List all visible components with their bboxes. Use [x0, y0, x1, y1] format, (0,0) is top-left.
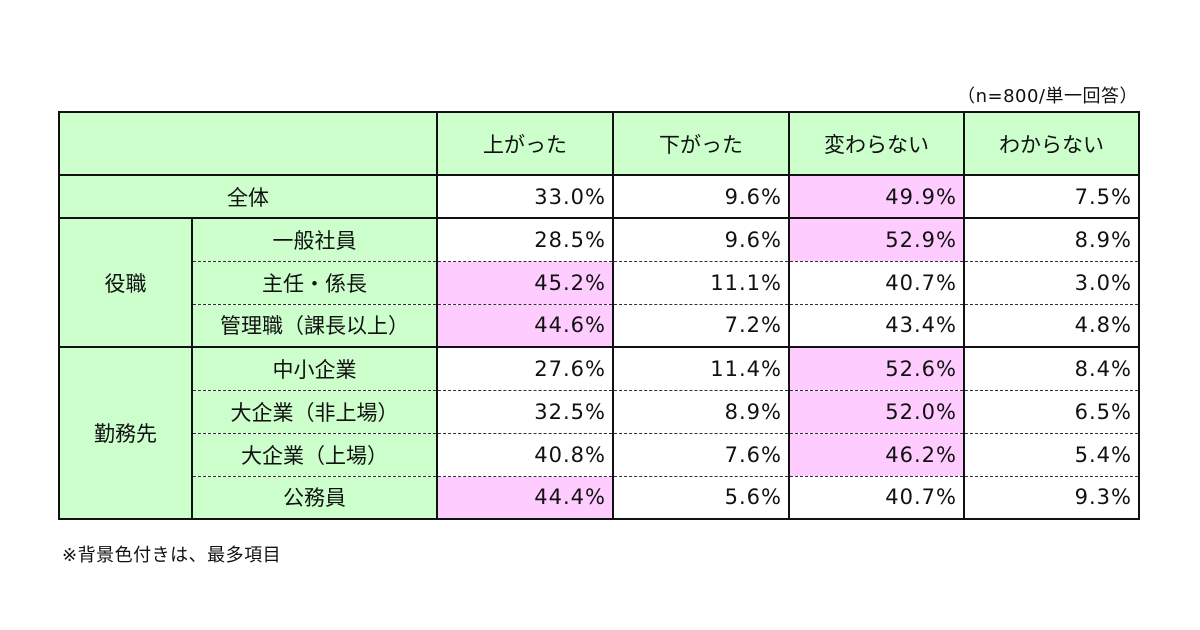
value-cell-highlighted: 49.9%	[788, 175, 965, 219]
table-row: 主任・係長 45.2% 11.1% 40.7% 3.0%	[59, 261, 1140, 305]
value-cell: 9.6%	[612, 218, 790, 262]
row-label: 公務員	[191, 476, 438, 520]
table-row: 全体 33.0% 9.6% 49.9% 7.5%	[58, 175, 1140, 219]
value-cell-highlighted: 52.6%	[788, 347, 965, 391]
header-corner	[58, 111, 438, 176]
value-cell: 43.4%	[788, 304, 965, 348]
value-cell: 5.4%	[963, 433, 1140, 477]
column-header: わからない	[963, 111, 1140, 176]
table-row: 管理職（課長以上） 44.6% 7.2% 43.4% 4.8%	[59, 304, 1140, 348]
table-row: 役職 一般社員 28.5% 9.6% 52.9% 8.9%	[58, 218, 1140, 348]
survey-results-table: 上がった 下がった 変わらない わからない 全体 33.0% 9.6% 49.9% 7.…	[58, 111, 1140, 520]
row-label: 中小企業	[191, 347, 438, 391]
value-cell: 7.2%	[612, 304, 790, 348]
column-header: 上がった	[436, 111, 614, 176]
value-cell: 40.7%	[788, 476, 965, 520]
value-cell-highlighted: 52.9%	[788, 218, 965, 262]
row-label: 全体	[58, 175, 438, 219]
value-cell: 33.0%	[436, 175, 614, 219]
value-cell-highlighted: 44.4%	[436, 476, 614, 520]
row-label: 管理職（課長以上）	[191, 304, 438, 348]
value-cell-highlighted: 45.2%	[436, 261, 614, 305]
value-cell: 6.5%	[963, 390, 1140, 434]
row-group-label: 役職	[58, 218, 193, 348]
value-cell-highlighted: 52.0%	[788, 390, 965, 434]
row-label: 大企業（非上場）	[191, 390, 438, 434]
value-cell: 40.8%	[436, 433, 614, 477]
value-cell: 8.9%	[963, 218, 1140, 262]
row-label: 一般社員	[191, 218, 438, 262]
row-group-label: 勤務先	[58, 347, 193, 520]
value-cell: 11.1%	[612, 261, 790, 305]
value-cell: 8.9%	[612, 390, 790, 434]
table-row: 大企業（非上場） 32.5% 8.9% 52.0% 6.5%	[59, 390, 1140, 434]
column-header: 下がった	[612, 111, 790, 176]
table-row: 公務員 44.4% 5.6% 40.7% 9.3%	[59, 476, 1140, 520]
row-label: 大企業（上場）	[191, 433, 438, 477]
value-cell: 9.3%	[963, 476, 1140, 520]
value-cell: 5.6%	[612, 476, 790, 520]
value-cell: 7.5%	[963, 175, 1140, 219]
value-cell-highlighted: 46.2%	[788, 433, 965, 477]
table-row: 勤務先 中小企業 27.6% 11.4% 52.6% 8.4%	[58, 347, 1140, 520]
row-label: 主任・係長	[191, 261, 438, 305]
value-cell: 32.5%	[436, 390, 614, 434]
value-cell: 3.0%	[963, 261, 1140, 305]
value-cell: 11.4%	[612, 347, 790, 391]
column-header: 変わらない	[788, 111, 965, 176]
value-cell: 4.8%	[963, 304, 1140, 348]
value-cell-highlighted: 44.6%	[436, 304, 614, 348]
value-cell: 27.6%	[436, 347, 614, 391]
value-cell: 9.6%	[612, 175, 790, 219]
highlight-legend-note: ※背景色付きは、最多項目	[62, 545, 282, 566]
value-cell: 28.5%	[436, 218, 614, 262]
value-cell: 8.4%	[963, 347, 1140, 391]
value-cell: 7.6%	[612, 433, 790, 477]
table-row: 大企業（上場） 40.8% 7.6% 46.2% 5.4%	[59, 433, 1140, 477]
value-cell: 40.7%	[788, 261, 965, 305]
sample-size-note: （n=800/単一回答）	[957, 86, 1138, 107]
